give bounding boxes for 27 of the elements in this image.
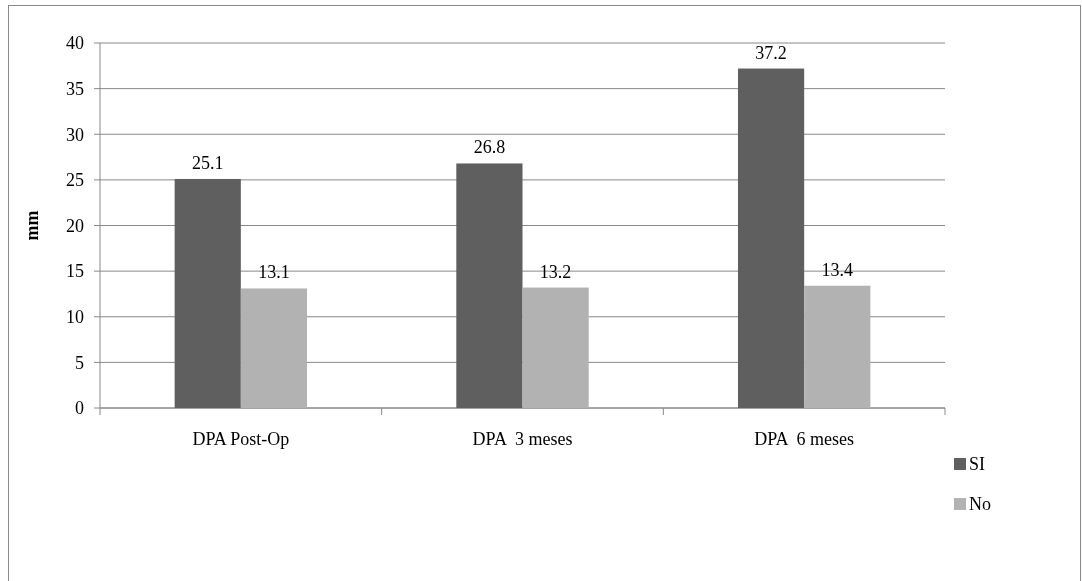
legend-label: No [969,494,991,515]
bar [737,68,805,408]
x-tick-label: DPA 3 meses [472,429,573,449]
data-label: 26.8 [473,137,506,158]
y-tick-label: 15 [66,261,84,282]
y-tick-label: 0 [75,398,84,419]
data-label: 37.2 [755,42,787,63]
bar [456,163,523,408]
data-label: 13.2 [539,261,572,282]
bar [804,285,871,408]
bar [522,287,589,408]
y-tick-label: 20 [66,215,84,236]
data-label: 13.1 [258,262,290,283]
y-tick-label: 10 [66,307,84,328]
y-tick-label: 25 [66,170,84,191]
y-tick-label: 5 [75,352,84,373]
y-tick-label: 40 [66,33,84,54]
data-label: 25.1 [191,152,224,173]
legend-label: SI [969,454,986,475]
bar [240,288,308,408]
bar [174,178,241,408]
y-tick-label: 30 [66,124,84,145]
y-tick-label: 35 [66,78,84,99]
x-tick-label: DPA Post-Op [192,429,290,449]
data-label: 13.4 [821,259,854,280]
x-tick-label: DPA 6 meses [754,429,855,449]
y-axis-title: mm [22,210,42,241]
